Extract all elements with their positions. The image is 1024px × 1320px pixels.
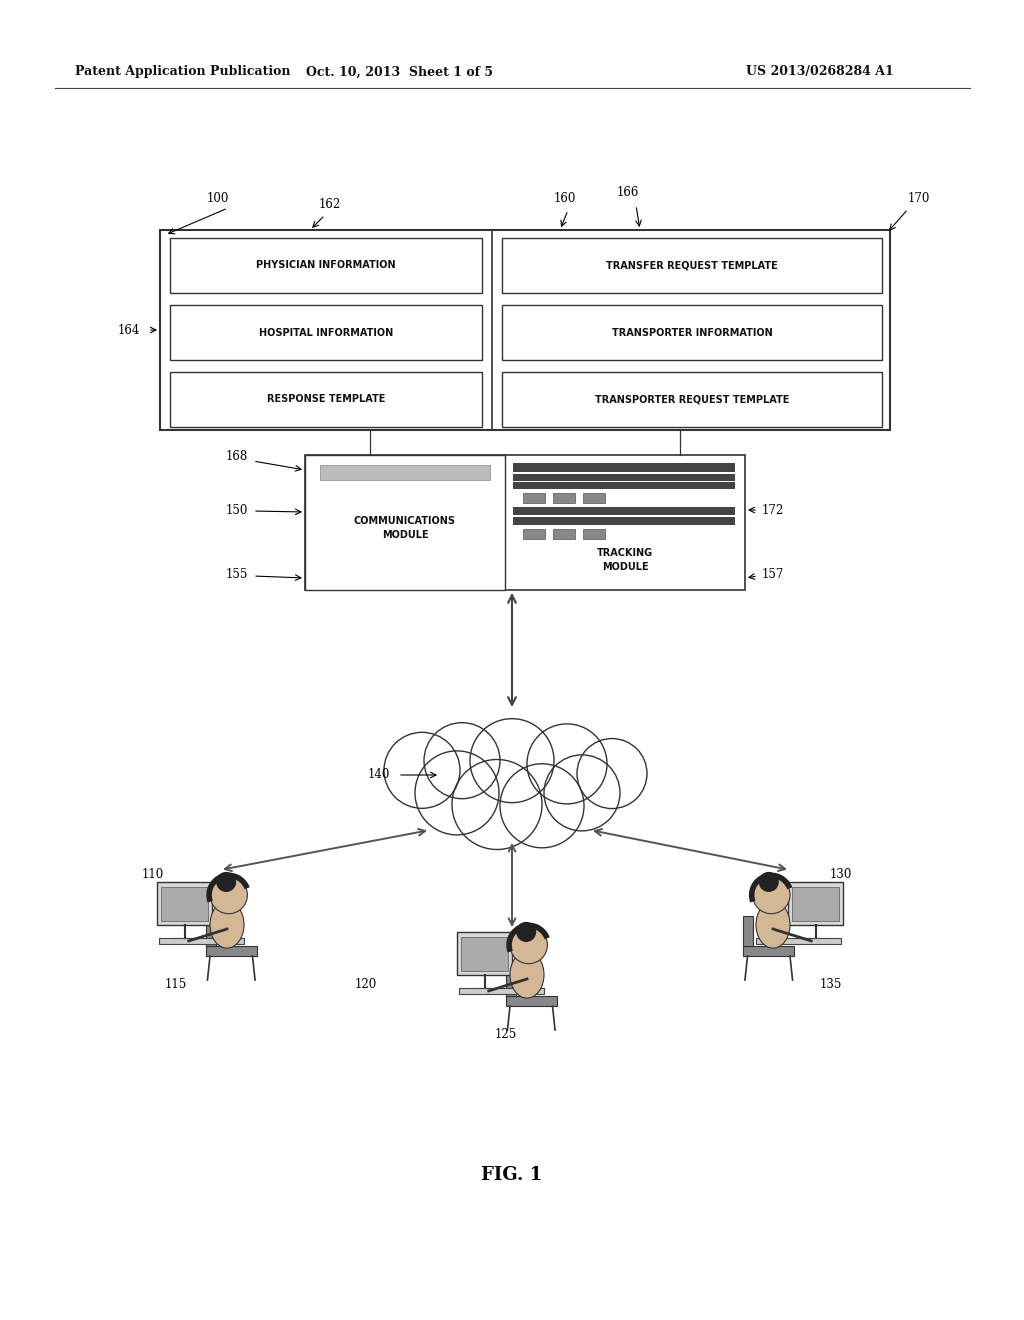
Text: 157: 157 [762,569,784,582]
Text: 130: 130 [830,869,852,882]
Bar [502,372,882,426]
Circle shape [217,873,236,891]
Ellipse shape [210,902,244,948]
Bar [457,932,512,974]
Circle shape [470,718,554,803]
Text: 170: 170 [908,191,931,205]
Bar [793,887,839,920]
Text: TRANSPORTER REQUEST TEMPLATE: TRANSPORTER REQUEST TEMPLATE [595,395,790,404]
Circle shape [415,751,499,834]
Bar [170,238,482,293]
Text: 162: 162 [318,198,341,211]
Text: 150: 150 [225,503,248,516]
Text: US 2013/0268284 A1: US 2013/0268284 A1 [746,66,894,78]
Bar [506,966,516,997]
Text: 160: 160 [554,191,577,205]
Bar [170,305,482,360]
Bar [206,916,216,946]
Bar [461,936,508,970]
Bar [160,230,890,430]
Bar [583,492,605,503]
Text: 168: 168 [225,450,248,463]
Text: Patent Application Publication: Patent Application Publication [75,66,291,78]
Circle shape [384,733,460,808]
Bar [743,916,754,946]
Circle shape [510,927,548,964]
Bar [305,455,505,590]
Text: 140: 140 [368,768,390,781]
Bar [472,987,498,993]
Bar [513,507,735,515]
Text: HOSPITAL INFORMATION: HOSPITAL INFORMATION [259,327,393,338]
Circle shape [577,739,647,809]
Text: COMMUNICATIONS
MODULE: COMMUNICATIONS MODULE [354,516,456,540]
Text: 135: 135 [820,978,843,991]
Bar [502,238,882,293]
Bar [206,946,257,956]
Bar [513,482,735,488]
Circle shape [753,876,790,913]
Text: TRANSPORTER INFORMATION: TRANSPORTER INFORMATION [611,327,772,338]
Text: TRACKING
MODULE: TRACKING MODULE [597,548,653,572]
Circle shape [210,876,248,913]
Bar [172,937,198,942]
Bar [157,882,212,925]
Bar [583,529,605,539]
Text: Oct. 10, 2013  Sheet 1 of 5: Oct. 10, 2013 Sheet 1 of 5 [306,66,494,78]
Text: 100: 100 [207,191,229,205]
Bar [756,937,841,944]
Text: 172: 172 [762,503,784,516]
Text: 115: 115 [165,978,187,991]
Circle shape [424,722,500,799]
Bar [743,946,795,956]
Text: FIG. 1: FIG. 1 [481,1166,543,1184]
Text: PHYSICIAN INFORMATION: PHYSICIAN INFORMATION [256,260,396,271]
Bar [513,463,735,473]
Text: 164: 164 [118,323,140,337]
Ellipse shape [510,952,544,998]
Text: RESPONSE TEMPLATE: RESPONSE TEMPLATE [267,395,385,404]
Bar [553,492,575,503]
Circle shape [527,723,607,804]
Circle shape [544,755,620,830]
Text: 166: 166 [616,186,639,199]
Bar [803,937,828,942]
Bar [305,455,745,590]
Bar [513,474,735,480]
Bar [513,517,735,525]
Ellipse shape [756,902,790,948]
Circle shape [452,759,542,850]
Bar [523,492,545,503]
Text: 155: 155 [225,569,248,582]
Bar [553,529,575,539]
Bar [502,305,882,360]
Bar [459,987,544,994]
Bar [170,372,482,426]
Bar [161,887,208,920]
Bar [319,465,490,480]
Text: 120: 120 [355,978,377,991]
Bar [523,529,545,539]
Bar [787,882,843,925]
Bar [159,937,244,944]
Bar [506,997,557,1006]
Text: 110: 110 [142,869,164,882]
Circle shape [517,923,536,941]
Text: TRANSFER REQUEST TEMPLATE: TRANSFER REQUEST TEMPLATE [606,260,778,271]
Circle shape [500,764,584,847]
Text: 125: 125 [495,1028,517,1041]
Circle shape [760,873,778,891]
